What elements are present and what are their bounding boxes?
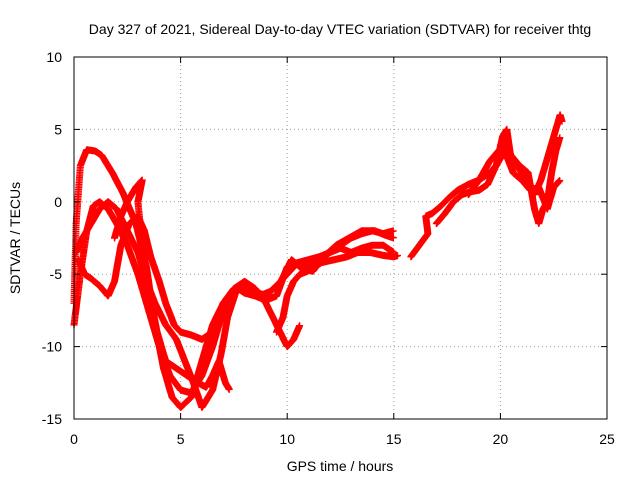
grid-lines bbox=[74, 57, 607, 419]
y-tick-label: -5 bbox=[50, 266, 63, 282]
y-tick-label: 0 bbox=[54, 194, 62, 210]
axis-ticks bbox=[73, 56, 608, 420]
data-point-markers bbox=[273, 249, 401, 336]
chart-title: Day 327 of 2021, Sidereal Day-to-day VTE… bbox=[89, 21, 591, 37]
data-point-markers bbox=[70, 146, 397, 411]
y-tick-label: -15 bbox=[42, 411, 62, 427]
y-axis-label: SDTVAR / TECUs bbox=[7, 182, 23, 294]
y-tick-label: 5 bbox=[54, 121, 62, 137]
y-tick-label: 10 bbox=[46, 49, 62, 65]
x-tick-label: 25 bbox=[599, 431, 615, 447]
x-tick-label: 20 bbox=[493, 431, 509, 447]
x-tick-label: 5 bbox=[177, 431, 185, 447]
series-track-3 bbox=[74, 212, 304, 351]
x-tick-label: 0 bbox=[70, 431, 78, 447]
x-tick-label: 15 bbox=[386, 431, 402, 447]
y-tick-labels: -15 -10 -5 0 5 10 bbox=[42, 49, 62, 427]
data-point-markers bbox=[74, 212, 304, 351]
x-axis-label: GPS time / hours bbox=[287, 458, 394, 474]
data-point-markers bbox=[464, 134, 564, 227]
x-tick-label: 10 bbox=[279, 431, 295, 447]
series-track-9 bbox=[464, 134, 564, 227]
series-track-1 bbox=[70, 146, 397, 411]
data-points bbox=[70, 111, 566, 411]
data-point-markers bbox=[111, 176, 233, 393]
x-tick-labels: 0 5 10 15 20 25 bbox=[70, 431, 615, 447]
plot-frame bbox=[73, 56, 608, 420]
y-tick-label: -10 bbox=[42, 339, 62, 355]
series-track-5 bbox=[111, 176, 233, 393]
series-track-6 bbox=[273, 249, 401, 336]
